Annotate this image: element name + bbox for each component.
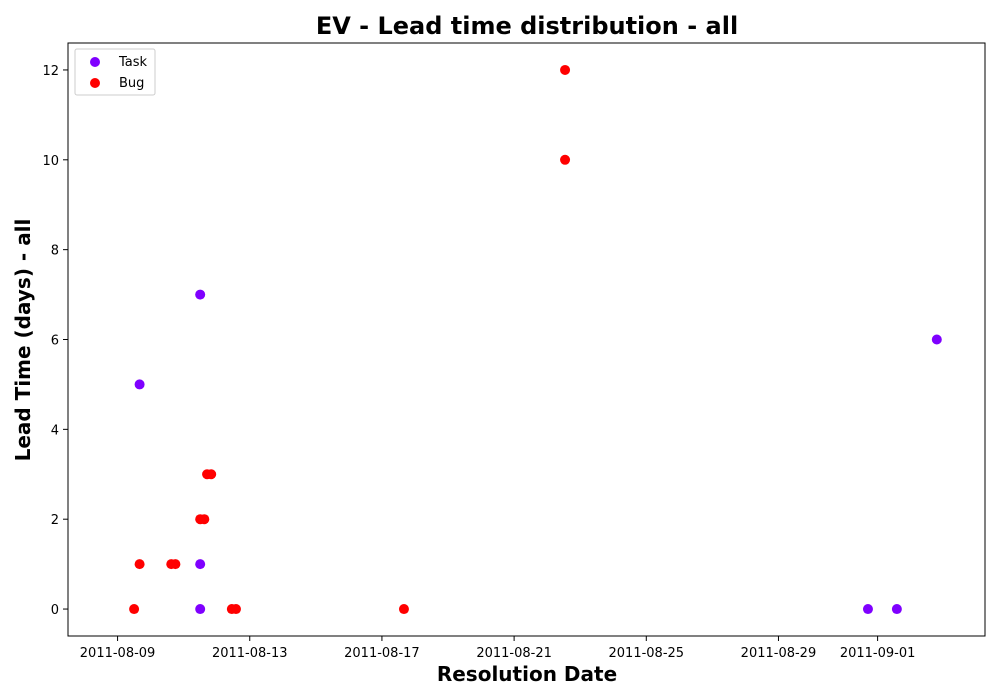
y-tick-label: 0 <box>51 603 59 618</box>
x-axis-label: Resolution Date <box>437 662 617 686</box>
legend-label-bug: Bug <box>119 76 144 91</box>
bug-point <box>170 559 181 570</box>
task-point <box>862 604 873 615</box>
task-point <box>931 334 942 345</box>
legend-marker-task <box>90 57 100 67</box>
data-points <box>129 64 942 615</box>
legend: Task Bug <box>74 48 156 96</box>
task-point <box>891 604 902 615</box>
task-point <box>134 379 145 390</box>
bug-point <box>206 469 217 480</box>
plot-area <box>67 42 986 637</box>
x-tick-label: 2011-09-01 <box>840 646 916 661</box>
bug-point <box>560 154 571 165</box>
legend-label-task: Task <box>118 55 148 70</box>
x-tick-label: 2011-08-25 <box>609 646 685 661</box>
y-tick-label: 6 <box>51 334 59 349</box>
y-tick-label: 10 <box>42 154 59 169</box>
bug-point <box>129 604 140 615</box>
bug-point <box>398 604 409 615</box>
x-tick-label: 2011-08-13 <box>212 646 288 661</box>
bug-point <box>230 604 241 615</box>
x-tick-label: 2011-08-09 <box>80 646 156 661</box>
x-tick-label: 2011-08-29 <box>741 646 817 661</box>
x-tick-label: 2011-08-21 <box>476 646 552 661</box>
y-tick-label: 12 <box>42 64 59 79</box>
bug-point <box>199 514 210 525</box>
x-axis: 2011-08-09 2011-08-13 2011-08-17 2011-08-21… <box>80 636 916 661</box>
task-point <box>195 604 206 615</box>
y-tick-label: 4 <box>51 423 59 438</box>
task-point <box>195 289 206 300</box>
chart-title: EV - Lead time distribution - all <box>316 12 738 40</box>
y-axis-label: Lead Time (days) - all <box>11 219 35 462</box>
bug-point <box>560 64 571 75</box>
task-point <box>195 559 206 570</box>
bug-point <box>134 559 145 570</box>
legend-marker-bug <box>90 78 100 88</box>
x-tick-label: 2011-08-17 <box>344 646 420 661</box>
y-axis: 0 2 4 6 8 10 12 <box>42 64 68 618</box>
y-tick-label: 2 <box>51 513 59 528</box>
y-tick-label: 8 <box>51 244 59 259</box>
